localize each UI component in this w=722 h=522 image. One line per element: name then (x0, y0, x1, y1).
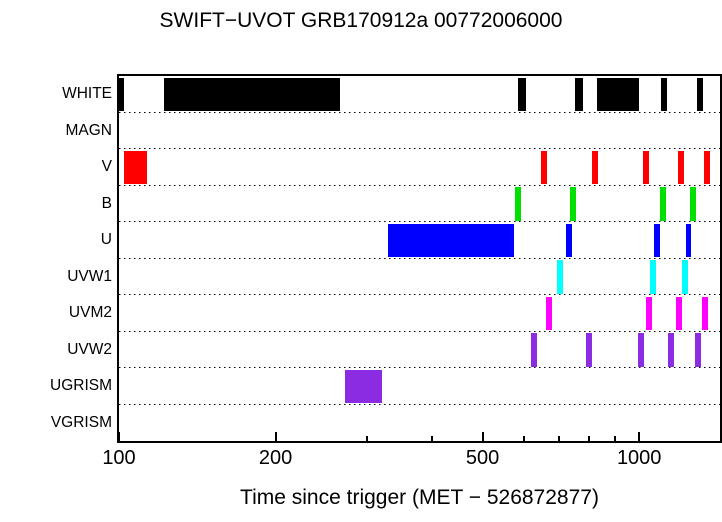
row-separator (119, 111, 720, 113)
exposure-bar-uvw2-2 (638, 333, 645, 367)
exposure-bar-white-3 (575, 77, 584, 111)
row-label-u: U (100, 231, 112, 249)
row-separator (119, 403, 720, 405)
x-minor-tick (366, 436, 369, 441)
exposure-bar-white-6 (697, 77, 704, 111)
row-label-white: WHITE (62, 85, 112, 103)
row-label-uvw2: UVW2 (67, 340, 112, 358)
row-label-vgrism: VGRISM (50, 413, 112, 431)
x-major-tick (118, 432, 120, 441)
x-minor-tick (431, 436, 434, 441)
exposure-bar-white-4 (597, 77, 640, 111)
row-label-b: B (101, 194, 112, 212)
exposure-bar-b-0 (514, 187, 522, 221)
exposure-bar-u-0 (388, 223, 515, 257)
x-minor-tick (557, 436, 560, 441)
exposure-bar-uvw2-4 (695, 333, 702, 367)
row-label-magn: MAGN (65, 121, 113, 139)
row-label-uvm2: UVM2 (68, 304, 112, 322)
row-separator (119, 257, 720, 259)
exposure-bar-v-2 (592, 150, 599, 184)
row-separator (119, 184, 720, 186)
exposure-bar-b-1 (570, 187, 577, 221)
x-minor-tick (587, 436, 590, 441)
exposure-bar-ugrism-0 (345, 369, 382, 403)
plot-area: WHITE MAGN V B U UVW1 UVM2 UVW2 UGRISM VGRISM 100 2… (50, 74, 722, 469)
exposure-bar-uvm2-3 (702, 296, 709, 330)
exposure-bar-uvw2-1 (586, 333, 593, 367)
row-separator (119, 367, 720, 369)
exposure-bar-v-1 (541, 150, 548, 184)
exposure-bar-uvw2-3 (668, 333, 675, 367)
x-major-tick (274, 432, 277, 441)
exposure-bar-white-0 (119, 77, 124, 111)
exposure-bar-b-3 (690, 187, 697, 221)
exposure-bar-v-3 (643, 150, 650, 184)
x-tick-label: 1000 (616, 447, 662, 469)
exposure-bar-uvm2-2 (676, 296, 683, 330)
exposure-bar-v-4 (678, 150, 685, 184)
exposure-bar-uvw1-2 (682, 260, 689, 294)
row-separator (119, 294, 720, 296)
x-major-tick (481, 432, 484, 441)
x-tick-label: 100 (102, 447, 136, 469)
row-label-uvw1: UVW1 (67, 267, 112, 285)
x-tick-label: 500 (465, 447, 500, 469)
exposure-bar-white-5 (661, 77, 668, 111)
exposure-bar-u-2 (654, 223, 661, 257)
exposure-bar-uvw1-0 (557, 260, 564, 294)
x-major-tick (638, 432, 641, 441)
exposure-bar-uvm2-0 (546, 296, 552, 330)
row-separator (119, 330, 720, 332)
row-label-ugrism: UGRISM (50, 377, 112, 395)
exposure-bar-b-2 (660, 187, 667, 221)
exposure-bar-uvw2-0 (531, 333, 537, 367)
exposure-bar-uvm2-1 (646, 296, 653, 330)
x-minor-tick (614, 436, 617, 441)
exposure-bar-u-1 (566, 223, 573, 257)
exposure-bar-uvw1-1 (650, 260, 657, 294)
exposure-bar-white-2 (518, 77, 527, 111)
x-minor-tick (522, 436, 525, 441)
exposure-bar-white-1 (163, 77, 340, 111)
exposure-bar-u-3 (686, 223, 692, 257)
row-label-v: V (101, 158, 112, 176)
exposure-bar-v-5 (704, 150, 711, 184)
row-separator (119, 148, 720, 150)
exposure-bar-v-0 (123, 150, 147, 184)
chart-title: SWIFT−UVOT GRB170912a 00772006000 (159, 9, 563, 32)
row-separator (119, 221, 720, 223)
x-axis-label: Time since trigger (MET − 526872877) (240, 486, 599, 509)
x-tick-label: 200 (258, 447, 293, 469)
